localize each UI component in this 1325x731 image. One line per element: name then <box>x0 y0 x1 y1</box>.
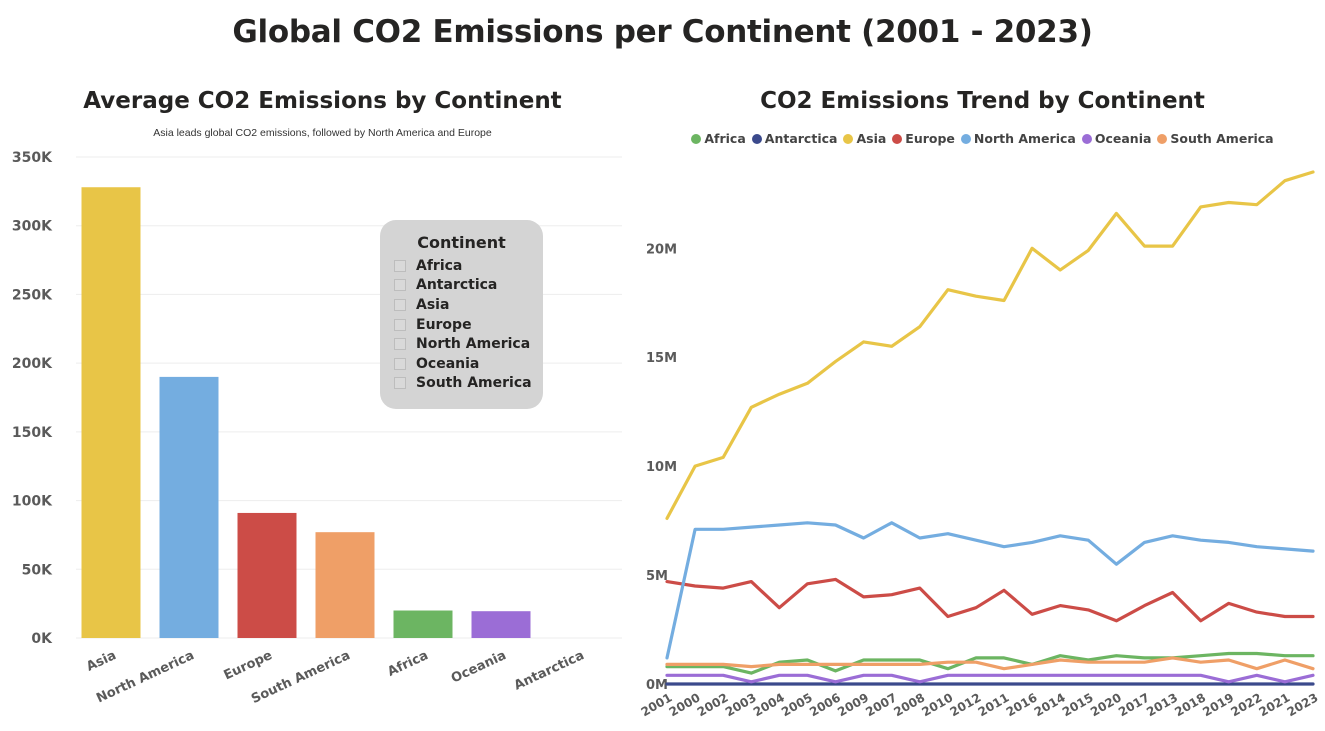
legend-label: Oceania <box>1094 131 1152 146</box>
legend-label: South America <box>1170 131 1274 146</box>
legend-item-asia[interactable]: Asia <box>843 131 886 146</box>
slicer-checkbox[interactable] <box>394 298 406 311</box>
slicer-item-label: Europe <box>416 316 472 333</box>
slicer-item-south-america[interactable]: South America <box>380 374 543 394</box>
bar-y-tick-label: 200K <box>12 356 53 372</box>
line-series-north-america[interactable] <box>665 521 1315 660</box>
dashboard-title: Global CO2 Emissions per Continent (2001… <box>232 14 1093 50</box>
bar-x-tick-label: Africa <box>385 648 430 680</box>
bar-asia[interactable] <box>81 187 141 638</box>
line-chart-title: CO2 Emissions Trend by Continent <box>760 88 1205 114</box>
slicer-checkbox[interactable] <box>394 259 406 272</box>
line-y-tick-label: 0M <box>646 678 668 693</box>
legend-marker <box>843 133 854 144</box>
line-series-asia[interactable] <box>665 170 1315 521</box>
bar-x-tick-label: Europe <box>222 648 275 683</box>
legend-item-south-america[interactable]: South America <box>1157 131 1274 146</box>
legend-label: North America <box>973 131 1076 146</box>
bar-x-tick-label: Oceania <box>449 648 509 686</box>
slicer-item-label: Africa <box>416 257 463 274</box>
legend-label: Europe <box>905 131 955 146</box>
slicer-item-north-america[interactable]: North America <box>380 334 543 354</box>
line-y-tick-label: 20M <box>646 242 677 257</box>
line-y-tick-label: 10M <box>646 460 677 475</box>
slicer-checkbox[interactable] <box>394 279 406 292</box>
line-series-europe[interactable] <box>665 577 1315 623</box>
legend-label: Africa <box>704 131 746 146</box>
slicer-checkbox[interactable] <box>394 377 406 390</box>
bar-chart-title: Average CO2 Emissions by Continent <box>83 88 562 114</box>
bar-y-tick-label: 350K <box>12 150 53 166</box>
line-series-africa[interactable] <box>665 651 1315 675</box>
legend-marker <box>1081 133 1092 144</box>
legend-marker <box>892 133 903 144</box>
slicer-item-label: South America <box>416 375 532 392</box>
slicer-item-label: Asia <box>416 296 450 313</box>
bar-y-tick-label: 300K <box>12 219 53 235</box>
line-y-tick-label: 15M <box>646 351 677 366</box>
slicer-title: Continent <box>417 233 506 252</box>
slicer-checkbox[interactable] <box>394 357 406 370</box>
bar-europe[interactable] <box>237 512 297 638</box>
legend-label: Antarctica <box>764 131 838 146</box>
slicer-item-oceania[interactable]: Oceania <box>380 354 543 374</box>
line-chart-legend: Africa Antarctica Asia Europe North America O… <box>640 131 1325 146</box>
slicer-item-label: North America <box>416 336 531 353</box>
bar-south-america[interactable] <box>315 532 375 638</box>
line-series-oceania[interactable] <box>665 673 1315 684</box>
legend-item-north-america[interactable]: North America <box>960 131 1076 146</box>
bar-chart-subtitle: Asia leads global CO2 emissions, followe… <box>153 127 492 139</box>
legend-item-antarctica[interactable]: Antarctica <box>751 131 838 146</box>
legend-item-oceania[interactable]: Oceania <box>1081 131 1152 146</box>
bar-oceania[interactable] <box>471 611 531 638</box>
bar-y-tick-label: 150K <box>12 425 53 441</box>
slicer-item-africa[interactable]: Africa <box>380 256 543 276</box>
slicer-checkbox[interactable] <box>394 318 406 331</box>
bar-north-america[interactable] <box>159 376 219 638</box>
slicer-item-europe[interactable]: Europe <box>380 315 543 335</box>
bar-y-tick-label: 50K <box>22 562 53 578</box>
legend-item-africa[interactable]: Africa <box>691 131 746 146</box>
line-chart: 0M5M10M15M20M200120002002200320042005200… <box>640 170 1321 719</box>
legend-marker <box>751 133 762 144</box>
legend-marker <box>1157 133 1168 144</box>
bar-y-tick-label: 250K <box>12 287 53 303</box>
bar-africa[interactable] <box>393 610 453 638</box>
slicer-item-asia[interactable]: Asia <box>380 295 543 315</box>
line-x-tick-label: 2023 <box>1285 690 1321 719</box>
slicer-item-label: Oceania <box>416 355 480 372</box>
bar-x-tick-label: Asia <box>84 648 118 675</box>
bar-y-tick-label: 100K <box>12 494 53 510</box>
bar-chart: 0K 50K 100K 150K 200K 250K 300K 350K Asia North A… <box>12 150 622 707</box>
line-y-tick-label: 5M <box>646 569 668 584</box>
bar-y-tick-label: 0K <box>31 631 53 647</box>
slicer-item-label: Antarctica <box>416 277 498 294</box>
bar-x-tick-label: Antarctica <box>512 648 587 694</box>
line-series-south-america[interactable] <box>665 656 1315 671</box>
legend-label: Asia <box>856 131 887 146</box>
slicer-item-antarctica[interactable]: Antarctica <box>380 276 543 296</box>
slicer-checkbox[interactable] <box>394 338 406 351</box>
continent-slicer: Continent Africa Antarctica Asia Europe Nort… <box>380 220 543 409</box>
legend-item-europe[interactable]: Europe <box>892 131 955 146</box>
legend-marker <box>960 133 971 144</box>
legend-marker <box>691 133 702 144</box>
